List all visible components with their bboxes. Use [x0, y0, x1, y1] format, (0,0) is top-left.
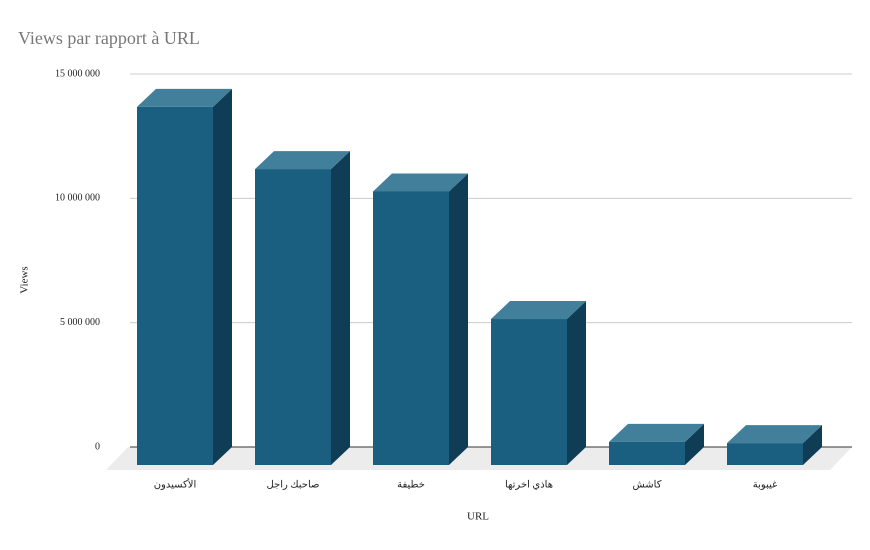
bar-side [685, 423, 704, 465]
x-tick-label: غيبوبة [753, 479, 778, 490]
bar [373, 191, 449, 465]
y-axis-title: Views [19, 266, 31, 293]
bar-top [255, 151, 350, 170]
x-tick-label: هاذي اخرتها [505, 479, 553, 490]
x-tick-label: صاحبك راجل [266, 479, 319, 490]
y-tick-label: 15 000 000 [55, 68, 100, 79]
x-tick-label: الأكسيدون [154, 478, 197, 490]
bar-top [609, 423, 704, 442]
bar [609, 441, 685, 465]
bar-side [331, 151, 350, 465]
bar-top [137, 88, 232, 107]
bar [491, 319, 567, 465]
y-tick-label: 10 000 000 [55, 193, 100, 204]
bar [255, 169, 331, 465]
y-tick-label: 5 000 000 [60, 317, 100, 328]
bar-side [449, 173, 468, 465]
chart-title: Views par rapport à URL [18, 28, 200, 48]
bar [727, 443, 803, 465]
x-axis-title: URL [467, 511, 489, 523]
bar-side [567, 301, 586, 465]
x-tick-label: كاشش [633, 479, 662, 490]
bar-top [491, 301, 586, 320]
bar-top [727, 425, 822, 444]
bar [137, 106, 213, 466]
bar-side [213, 88, 232, 466]
x-tick-label: خطيفة [397, 479, 425, 490]
y-tick-label: 0 [95, 441, 100, 452]
bar-top [373, 173, 468, 192]
bar-side [803, 425, 822, 465]
